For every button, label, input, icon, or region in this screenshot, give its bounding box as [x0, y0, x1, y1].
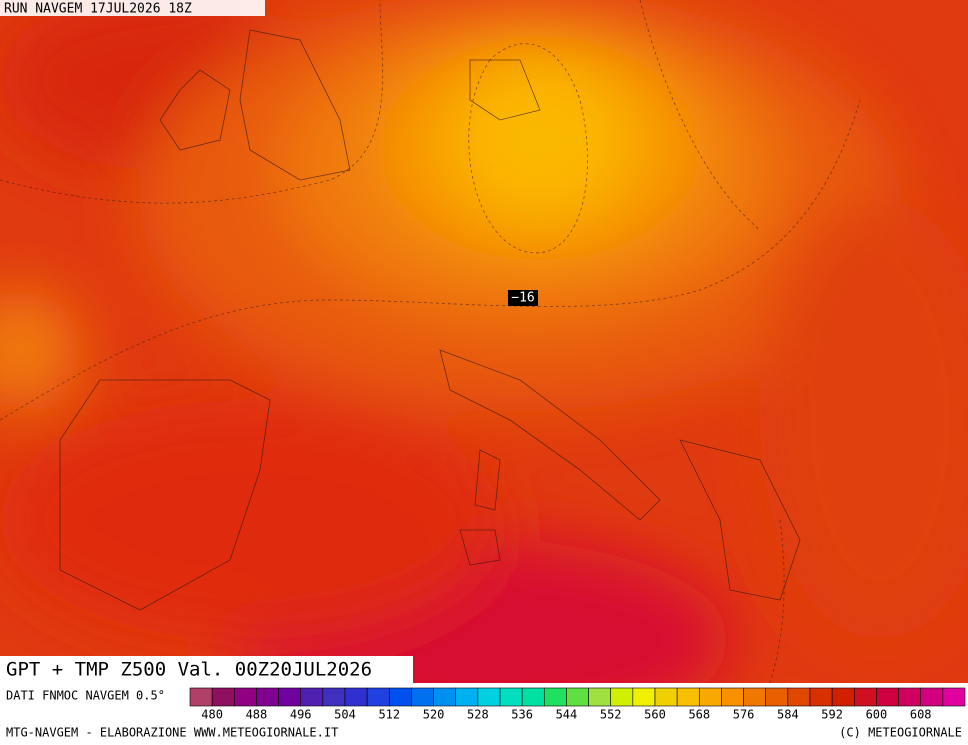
scale-swatch: [411, 687, 434, 707]
scale-swatch: [543, 687, 567, 707]
source-text: DATI FNMOC NAVGEM 0.5°: [6, 689, 165, 703]
scale-swatch: [831, 687, 855, 707]
scale-swatch: [366, 687, 390, 707]
scale-label: 520: [423, 708, 445, 722]
scale-swatch: [942, 687, 966, 707]
scale-swatch: [322, 687, 346, 707]
scale-swatch: [344, 687, 368, 707]
scale-swatch: [256, 687, 279, 707]
scale-swatch: [698, 687, 722, 707]
scale-swatch: [876, 687, 899, 707]
credit-text: MTG-NAVGEM - ELABORAZIONE WWW.METEOGIORN…: [6, 726, 338, 740]
scale-swatch: [676, 687, 700, 707]
scale-swatch: [920, 687, 944, 707]
map-label: −16: [511, 291, 534, 306]
footer-title: GPT + TMP Z500 Val. 00Z20JUL2026: [6, 659, 372, 681]
scale-label: 592: [821, 708, 843, 722]
scale-swatch: [588, 687, 612, 707]
scale-swatch: [765, 687, 789, 707]
scale-label: 488: [246, 708, 268, 722]
scale-label: 608: [910, 708, 932, 722]
scale-label: 560: [644, 708, 666, 722]
scale-label: 568: [688, 708, 710, 722]
scale-label: 576: [733, 708, 755, 722]
scale-label: 528: [467, 708, 489, 722]
scale-swatch: [610, 687, 634, 707]
scale-swatch: [278, 687, 302, 707]
scale-swatch: [433, 687, 457, 707]
scale-label: 496: [290, 708, 312, 722]
scale-label: 544: [556, 708, 578, 722]
scale-swatch: [743, 687, 767, 707]
scale-swatch: [388, 687, 412, 707]
scale-swatch: [654, 687, 678, 707]
scale-swatch: [566, 687, 589, 707]
color-scale: 480 488 496 504 512 520 528 536 544 552 560 568 576 5…: [189, 687, 966, 722]
scale-label: 584: [777, 708, 799, 722]
scale-label: 600: [866, 708, 888, 722]
scale-swatch: [211, 687, 235, 707]
scale-label: 504: [334, 708, 356, 722]
scale-swatch: [853, 687, 877, 707]
scale-swatch: [499, 687, 523, 707]
scale-swatch: [521, 687, 545, 707]
scale-swatch: [300, 687, 324, 707]
scale-swatch: [809, 687, 833, 707]
scale-label: 536: [511, 708, 533, 722]
scale-label: 480: [201, 708, 223, 722]
scale-swatch: [898, 687, 922, 707]
scale-swatch: [455, 687, 479, 707]
scale-swatch: [721, 687, 744, 707]
scale-label: 512: [378, 708, 400, 722]
run-title: RUN NAVGEM 17JUL2026 18Z: [4, 2, 192, 17]
scale-swatch: [787, 687, 811, 707]
scale-swatch: [189, 687, 213, 707]
scale-swatch: [233, 687, 257, 707]
scale-swatch: [477, 687, 501, 707]
copyright-text: (C) METEOGIORNALE: [839, 726, 962, 740]
scale-swatch: [632, 687, 656, 707]
scale-label: 552: [600, 708, 622, 722]
